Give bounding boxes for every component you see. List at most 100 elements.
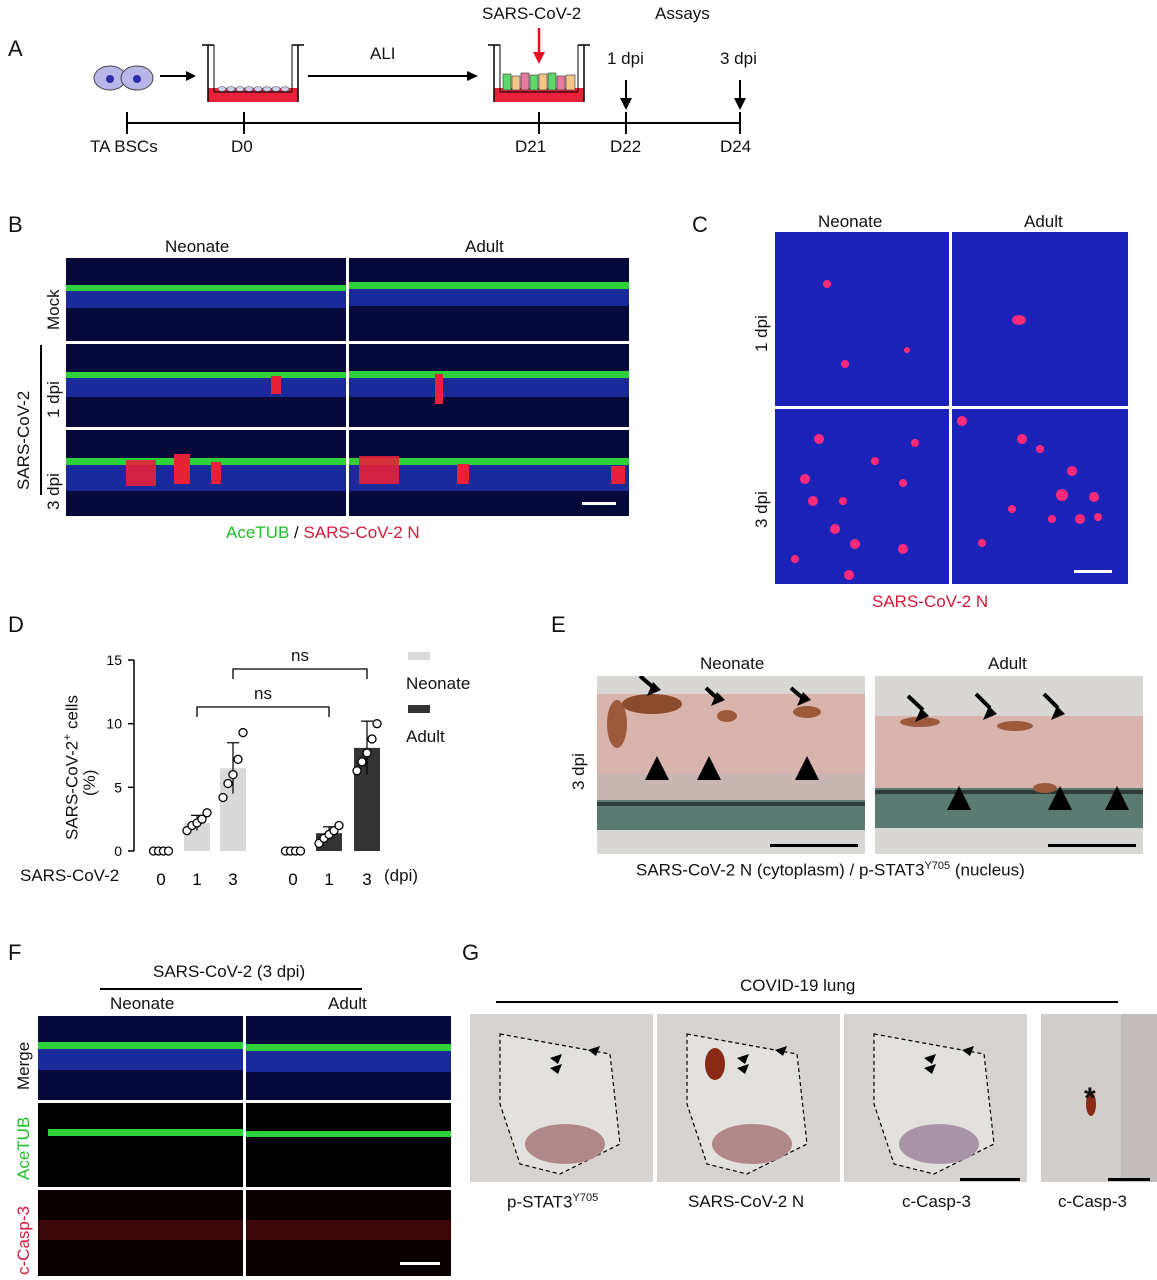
d-sig-bracket-1 — [232, 668, 368, 679]
e-caption-post: (nucleus) — [950, 860, 1025, 880]
g-caption-2: SARS-CoV-2 N — [688, 1192, 805, 1211]
d-x-tick-label: 0 — [156, 870, 165, 889]
c-col-neonate: Neonate — [818, 212, 883, 231]
c-image-adult-1dpi — [952, 232, 1128, 406]
d-sig-bracket-2 — [196, 706, 330, 717]
d-xrow-label: SARS-CoV-2 — [20, 866, 120, 885]
d-legend-swatch-neonate — [408, 652, 430, 660]
e-caption: SARS-CoV-2 N (cytoplasm) / p-STAT3Y705 (… — [636, 860, 1025, 881]
f-row-casp: c-Casp-3 — [14, 1206, 33, 1275]
c-image-neonate-3dpi — [775, 409, 949, 584]
g-caption-1: p-STAT3Y705 — [507, 1192, 598, 1213]
d-data-point — [334, 820, 344, 831]
d-data-point — [367, 734, 377, 744]
c-image-adult-3dpi — [952, 409, 1128, 584]
c-caption: SARS-CoV-2 N — [872, 592, 989, 611]
f-image-adult-acetub — [246, 1103, 451, 1187]
c-image-neonate-1dpi — [775, 232, 949, 406]
d22-label: D22 — [610, 137, 642, 156]
d-y-tick-label: 10 — [106, 716, 122, 732]
dpi1-label: 1 dpi — [607, 49, 644, 68]
f-image-neonate-casp — [38, 1190, 243, 1276]
c-row-1dpi: 1 dpi — [752, 315, 771, 352]
d21-label: D21 — [515, 137, 547, 156]
g-caption-3: c-Casp-3 — [902, 1192, 971, 1211]
d24-label: D24 — [720, 137, 752, 156]
d-x-tick-label: 3 — [362, 870, 371, 889]
d0-label: D0 — [231, 137, 253, 156]
panel-a-schematic — [93, 28, 746, 134]
g-image-ccasp3 — [844, 1014, 1027, 1182]
f-image-neonate-merge — [38, 1016, 243, 1100]
d-x-tick-label: 3 — [228, 870, 237, 889]
d-data-point — [228, 769, 238, 780]
d-data-point — [223, 778, 233, 789]
panel-letter-d: D — [8, 612, 24, 637]
panel-letter-a: A — [8, 36, 23, 61]
e-caption-sup: Y705 — [924, 860, 951, 872]
d-data-point — [197, 814, 207, 824]
g-image-pstat3 — [470, 1014, 653, 1182]
f-col-neonate: Neonate — [110, 994, 175, 1013]
d-data-point — [295, 846, 306, 856]
f-image-adult-merge — [246, 1016, 451, 1100]
panel-letter-b: B — [8, 212, 23, 237]
b-legend-acetub: AceTUB — [226, 523, 290, 542]
g-caption-4: c-Casp-3 — [1058, 1192, 1127, 1211]
d-data-point — [238, 727, 248, 738]
d-data-point — [218, 792, 228, 803]
d-sig-2: ns — [254, 684, 272, 703]
transwell-d21-icon — [488, 44, 590, 102]
f-col-adult: Adult — [328, 994, 367, 1013]
d-data-point — [233, 754, 243, 764]
e-image-adult — [875, 676, 1143, 854]
ali-label: ALI — [370, 44, 396, 63]
dpi3-label: 3 dpi — [720, 49, 757, 68]
b-image-adult-3dpi — [349, 430, 629, 516]
e-row-3dpi: 3 dpi — [569, 753, 588, 790]
d-x-tick-label: 1 — [192, 870, 201, 889]
d-data-point — [163, 846, 174, 856]
ta-bscs-label: TA BSCs — [90, 137, 158, 156]
b-scale-bar — [582, 502, 616, 505]
d-sig-1: ns — [291, 646, 309, 665]
d-y-tick-label: 5 — [114, 779, 122, 795]
e-caption-pre: SARS-CoV-2 N (cytoplasm) / p-STAT3 — [636, 860, 925, 880]
b-col-adult: Adult — [465, 237, 504, 256]
g-caption-1-sup: Y705 — [572, 1192, 599, 1204]
g-scale-bar-1 — [960, 1178, 1020, 1181]
d-chart: 0 5 10 15 0 1 3 0 1 3 — [106, 652, 382, 889]
panel-letter-c: C — [692, 212, 708, 237]
d-data-point — [362, 748, 372, 758]
b-image-neonate-mock — [66, 258, 346, 341]
d-y-tick-label: 0 — [114, 843, 122, 859]
assays-label: Assays — [655, 4, 710, 23]
c-row-3dpi: 3 dpi — [752, 491, 771, 528]
f-row-acetub: AceTUB — [14, 1116, 33, 1180]
f-scale-bar — [400, 1262, 440, 1265]
panel-letter-f: F — [8, 940, 22, 965]
b-image-adult-1dpi — [349, 344, 629, 427]
g-title: COVID-19 lung — [740, 976, 856, 995]
e-image-neonate — [597, 676, 865, 854]
c-scale-bar — [1074, 570, 1112, 573]
d-data-point — [357, 757, 367, 767]
f-group-line — [100, 988, 362, 990]
g-caption-1-main: p-STAT3 — [507, 1192, 573, 1212]
b-image-neonate-1dpi — [66, 344, 346, 427]
g-asterisk: * — [1084, 1082, 1096, 1115]
b-image-neonate-3dpi — [66, 430, 346, 516]
panel-letter-e: E — [551, 612, 566, 637]
d-data-point — [372, 719, 382, 729]
d-legend-neonate: Neonate — [406, 674, 471, 693]
f-image-neonate-acetub — [38, 1103, 243, 1187]
g-image-ccasp3-zoom — [1041, 1014, 1157, 1182]
e-scale-bar-neonate — [770, 844, 858, 847]
e-scale-bar-adult — [1048, 844, 1136, 847]
b-image-adult-mock — [349, 258, 629, 341]
virus-label: SARS-CoV-2 — [482, 4, 582, 23]
f-group-label: SARS-CoV-2 (3 dpi) — [153, 962, 306, 981]
b-group-bracket — [40, 345, 42, 495]
d-data-point — [352, 766, 362, 776]
c-col-adult: Adult — [1024, 212, 1063, 231]
